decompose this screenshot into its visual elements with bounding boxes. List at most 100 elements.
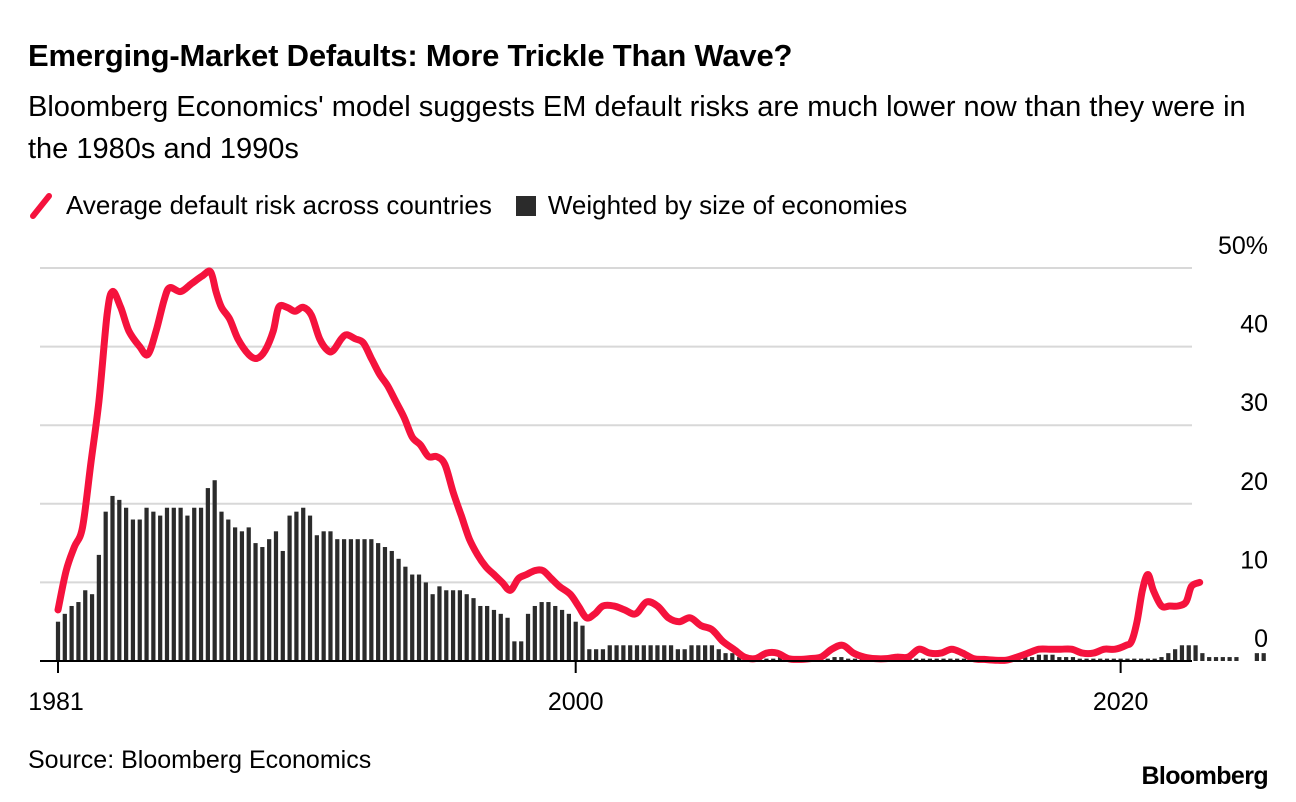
bar — [239, 531, 245, 661]
bar — [376, 543, 381, 661]
bar — [1193, 645, 1198, 661]
bar — [662, 645, 667, 661]
bar — [253, 543, 258, 661]
bar — [355, 539, 360, 661]
bar — [205, 488, 210, 661]
bar — [219, 511, 224, 661]
bar — [559, 609, 565, 661]
bar — [396, 558, 401, 661]
bar — [471, 598, 476, 661]
bar — [723, 653, 728, 661]
bar — [321, 531, 326, 661]
legend-line-swatch — [30, 192, 52, 219]
bar — [771, 658, 776, 661]
bar — [648, 645, 653, 661]
bar — [1118, 658, 1123, 661]
bar — [450, 590, 456, 661]
bar — [846, 658, 851, 661]
line-series — [54, 267, 1204, 664]
bar — [1227, 657, 1232, 661]
bar — [457, 590, 463, 661]
bar — [852, 658, 858, 661]
bar — [389, 550, 394, 661]
bar — [369, 539, 374, 661]
bar — [491, 609, 497, 661]
bar — [519, 641, 524, 661]
bar — [430, 594, 435, 661]
bar — [464, 594, 469, 661]
bar — [362, 539, 367, 661]
bar — [151, 511, 156, 661]
bar — [955, 658, 960, 661]
bar — [525, 613, 531, 661]
bar — [621, 645, 626, 661]
bar — [832, 657, 837, 661]
bar — [117, 499, 122, 661]
chart-subtitle: Bloomberg Economics' model suggests EM d… — [28, 91, 1246, 165]
bar — [314, 535, 319, 661]
bar — [668, 645, 674, 661]
bar — [198, 507, 204, 661]
bar — [130, 519, 136, 661]
bar — [1104, 658, 1110, 661]
legend-bar-label: Weighted by size of economies — [547, 190, 908, 220]
x-tick-label-1981: 1981 — [28, 688, 84, 716]
bar — [485, 605, 490, 661]
bar — [641, 645, 646, 661]
bar — [164, 507, 170, 661]
bar — [423, 582, 428, 661]
bar — [764, 658, 769, 661]
bar — [1186, 645, 1191, 661]
bar — [437, 586, 442, 661]
bar — [566, 613, 571, 661]
x-tick-label-2020: 2020 — [1093, 688, 1149, 716]
legend: Average default risk across countries We… — [30, 190, 931, 221]
bar — [124, 507, 129, 661]
y-tick-label-20: 20 — [1240, 468, 1268, 496]
bar — [573, 621, 578, 661]
bar — [941, 658, 946, 661]
bar — [709, 645, 715, 661]
bar — [914, 658, 919, 661]
bar — [294, 511, 299, 661]
bar — [703, 645, 708, 661]
bar — [335, 539, 340, 661]
bar — [600, 649, 606, 661]
bar — [478, 605, 483, 661]
bar — [675, 649, 680, 661]
bar — [634, 645, 640, 661]
bar — [341, 539, 347, 661]
bar — [192, 507, 197, 661]
bar — [1023, 657, 1028, 661]
bar — [246, 527, 251, 661]
bar — [553, 605, 558, 661]
bar — [737, 657, 742, 661]
bar — [614, 645, 619, 661]
bar — [62, 613, 67, 661]
bar — [587, 649, 592, 661]
bar — [89, 594, 95, 661]
bar — [137, 519, 142, 661]
bar — [1173, 649, 1178, 661]
bar — [1207, 657, 1212, 661]
bar — [927, 658, 933, 661]
bar — [110, 495, 115, 661]
bar — [696, 645, 701, 661]
bar — [934, 658, 939, 661]
bar-series — [55, 480, 1266, 661]
bar — [280, 550, 285, 661]
bar — [1159, 657, 1164, 661]
bar — [689, 645, 694, 661]
bar — [1125, 658, 1130, 661]
bar — [1179, 645, 1185, 661]
bar — [580, 625, 585, 661]
bar — [594, 649, 599, 661]
bar — [103, 511, 108, 661]
bar — [410, 574, 415, 661]
bar — [730, 653, 735, 661]
bar — [1084, 658, 1089, 661]
bar — [273, 531, 279, 661]
y-tick-label-50: 50% — [1218, 232, 1268, 260]
bar — [144, 507, 149, 661]
